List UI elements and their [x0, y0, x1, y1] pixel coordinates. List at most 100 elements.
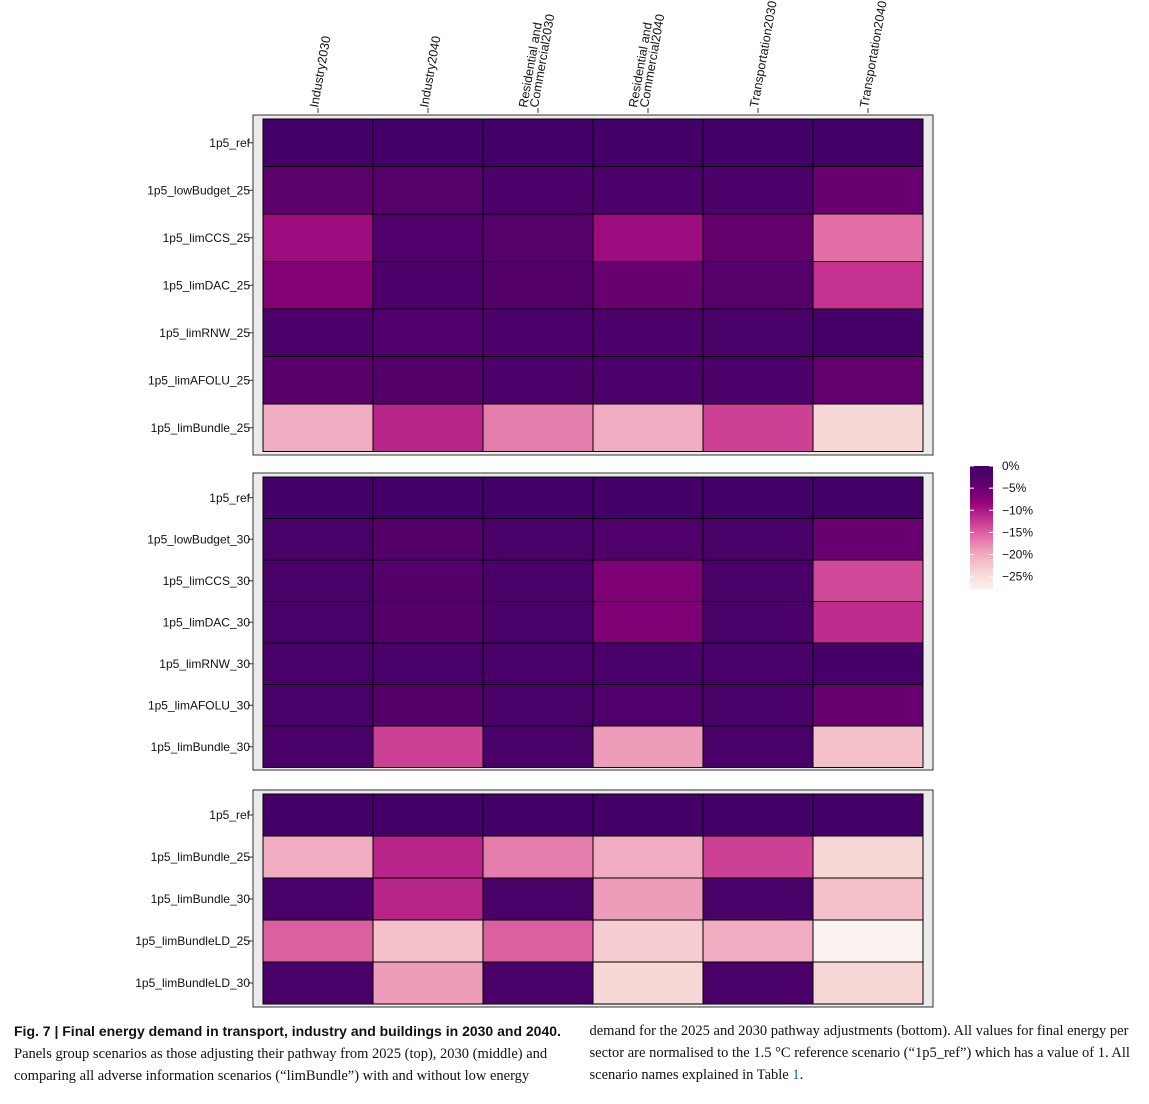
row-label-p1-r5: 1p5_limAFOLU_30 [148, 698, 250, 712]
legend-label-5: −25% [1002, 570, 1033, 584]
heatmap-cell-p0-r0-c3 [592, 118, 704, 167]
heatmap-cell-p0-r6-c3 [592, 403, 704, 452]
heatmap-cell-p2-r4-c1 [372, 961, 484, 1005]
row-label-p1-r0: 1p5_ref [209, 491, 250, 505]
heatmap-cell-p2-r1-c2 [482, 835, 594, 879]
heatmap-cell-p0-r6-c5 [812, 403, 924, 452]
row-label-p1-r3: 1p5_limDAC_30 [163, 615, 251, 629]
heatmap-cell-p2-r1-c5 [812, 835, 924, 879]
heatmap-cell-p0-r5-c2 [482, 356, 594, 405]
heatmap-cell-p0-r5-c0 [262, 356, 374, 405]
heatmap-cell-p1-r6-c1 [372, 725, 484, 768]
caption-label: Fig. 7 | Final energy demand in transpor… [14, 1023, 561, 1039]
heatmap-cell-p0-r5-c3 [592, 356, 704, 405]
heatmap-cell-p2-r4-c3 [592, 961, 704, 1005]
heatmap-cell-p2-r3-c2 [482, 919, 594, 963]
heatmap-cell-p1-r6-c5 [812, 725, 924, 768]
heatmap-cell-p1-r5-c0 [262, 684, 374, 727]
heatmap-cell-p1-r1-c4 [702, 518, 814, 561]
heatmap-cell-p1-r5-c3 [592, 684, 704, 727]
heatmap-cell-p1-r3-c0 [262, 601, 374, 644]
heatmap-cell-p0-r0-c0 [262, 118, 374, 167]
row-label-p0-r6: 1p5_limBundle_25 [151, 421, 251, 435]
heatmap-cell-p0-r5-c1 [372, 356, 484, 405]
heatmap-cell-p1-r5-c1 [372, 684, 484, 727]
heatmap-cell-p0-r1-c2 [482, 166, 594, 215]
figure-caption: Fig. 7 | Final energy demand in transpor… [14, 1020, 1139, 1087]
heatmap-cell-p2-r2-c4 [702, 877, 814, 921]
heatmap-cell-p0-r4-c4 [702, 308, 814, 357]
heatmap-cell-p1-r6-c0 [262, 725, 374, 768]
column-label-5-line-0: Transportation2040 [857, 0, 890, 109]
heatmap-cell-p2-r0-c5 [812, 793, 924, 837]
caption-end: . [799, 1067, 804, 1083]
heatmap-cell-p1-r3-c4 [702, 601, 814, 644]
heatmap-cell-p2-r1-c3 [592, 835, 704, 879]
heatmap-cell-p2-r1-c4 [702, 835, 814, 879]
legend-label-0: 0% [1002, 459, 1020, 473]
heatmap-cell-p0-r2-c4 [702, 213, 814, 262]
heatmap-cell-p1-r4-c2 [482, 642, 594, 685]
heatmap-cell-p0-r5-c4 [702, 356, 814, 405]
heatmap-cell-p1-r5-c2 [482, 684, 594, 727]
heatmap-cell-p0-r4-c1 [372, 308, 484, 357]
heatmap-cell-p1-r2-c5 [812, 559, 924, 602]
heatmap-cell-p1-r2-c0 [262, 559, 374, 602]
heatmap-cell-p0-r5-c5 [812, 356, 924, 405]
legend-label-3: −15% [1002, 525, 1033, 539]
heatmap-cell-p1-r0-c1 [372, 476, 484, 519]
heatmap-cell-p0-r3-c3 [592, 261, 704, 310]
heatmap-cell-p2-r2-c1 [372, 877, 484, 921]
heatmap-cell-p1-r4-c1 [372, 642, 484, 685]
heatmap-cell-p2-r0-c4 [702, 793, 814, 837]
caption-table-link[interactable]: 1 [792, 1067, 800, 1083]
heatmap-cell-p0-r3-c0 [262, 261, 374, 310]
legend-label-4: −20% [1002, 548, 1033, 562]
heatmap-cell-p1-r5-c4 [702, 684, 814, 727]
legend-colorbar [970, 466, 993, 590]
heatmap-cell-p1-r1-c2 [482, 518, 594, 561]
heatmap-cell-p0-r6-c2 [482, 403, 594, 452]
heatmap-cell-p1-r0-c4 [702, 476, 814, 519]
heatmap-cell-p0-r0-c2 [482, 118, 594, 167]
heatmap-cell-p0-r4-c3 [592, 308, 704, 357]
row-label-p2-r3: 1p5_limBundleLD_25 [135, 934, 250, 948]
heatmap-cell-p1-r2-c2 [482, 559, 594, 602]
row-label-p0-r5: 1p5_limAFOLU_25 [148, 373, 250, 387]
heatmap-cell-p2-r0-c1 [372, 793, 484, 837]
heatmap-cell-p1-r1-c3 [592, 518, 704, 561]
heatmap-cell-p1-r0-c2 [482, 476, 594, 519]
heatmap-cell-p1-r3-c1 [372, 601, 484, 644]
heatmap-cell-p0-r1-c4 [702, 166, 814, 215]
heatmap-cell-p2-r4-c2 [482, 961, 594, 1005]
heatmap-cell-p0-r2-c5 [812, 213, 924, 262]
heatmap-cell-p0-r6-c0 [262, 403, 374, 452]
heatmap-cell-p2-r3-c1 [372, 919, 484, 963]
heatmap-cell-p2-r3-c5 [812, 919, 924, 963]
heatmap-cell-p2-r0-c2 [482, 793, 594, 837]
heatmap-cell-p0-r1-c3 [592, 166, 704, 215]
row-label-p1-r2: 1p5_limCCS_30 [163, 574, 251, 588]
heatmap-cell-p0-r3-c4 [702, 261, 814, 310]
heatmap-cell-p2-r3-c4 [702, 919, 814, 963]
heatmap-cell-p1-r0-c3 [592, 476, 704, 519]
heatmap-cell-p2-r3-c0 [262, 919, 374, 963]
heatmap-cell-p2-r2-c2 [482, 877, 594, 921]
heatmap-cell-p1-r1-c1 [372, 518, 484, 561]
row-label-p0-r4: 1p5_limRNW_25 [159, 326, 250, 340]
column-label-0-line-0: Industry2030 [307, 35, 333, 109]
row-label-p1-r6: 1p5_limBundle_30 [151, 740, 251, 754]
legend-label-1: −5% [1002, 481, 1027, 495]
heatmap-cell-p0-r0-c1 [372, 118, 484, 167]
heatmap-cell-p0-r3-c5 [812, 261, 924, 310]
row-label-p1-r1: 1p5_lowBudget_30 [147, 532, 250, 546]
row-label-p2-r0: 1p5_ref [209, 808, 250, 822]
heatmap-cell-p0-r2-c0 [262, 213, 374, 262]
heatmap-cell-p0-r0-c5 [812, 118, 924, 167]
row-label-p0-r2: 1p5_limCCS_25 [163, 231, 251, 245]
heatmap-cell-p2-r0-c0 [262, 793, 374, 837]
caption-text: Panels group scenarios as those adjustin… [14, 1023, 1130, 1084]
heatmap-cell-p1-r6-c3 [592, 725, 704, 768]
heatmap-cell-p0-r4-c2 [482, 308, 594, 357]
heatmap-cell-p1-r3-c2 [482, 601, 594, 644]
